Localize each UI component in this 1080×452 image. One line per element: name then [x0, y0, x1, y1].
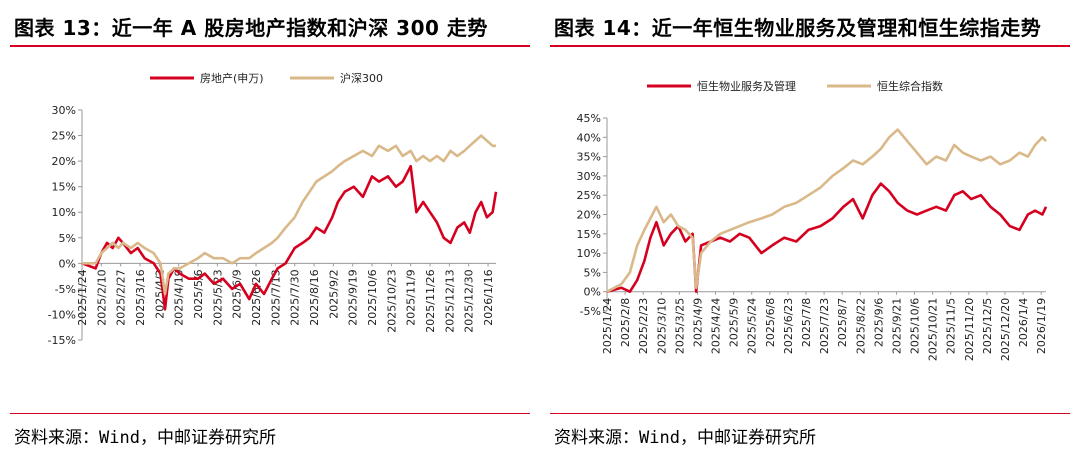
x-tick-label: 2025/2/8 [619, 298, 632, 347]
y-tick-label: 40% [577, 131, 601, 144]
x-tick-label: 2025/10/6 [909, 298, 922, 354]
x-tick-label: 2025/2/27 [115, 269, 128, 325]
legend-label: 沪深300 [340, 71, 383, 85]
x-tick-label: 2025/6/23 [782, 298, 795, 354]
figure-13-panel: 图表 13：近一年 A 股房地产指数和沪深 300 走势 -15% -10% -5%… [10, 16, 530, 448]
x-tick-label: 2025/8/22 [854, 298, 867, 354]
x-tick-label: 2025/6/26 [250, 269, 263, 325]
x-tick-label: 2025/3/10 [655, 298, 668, 354]
y-tick-label: 10% [52, 206, 76, 219]
y-tick-label: 5% [59, 232, 76, 245]
series-line-1 [81, 164, 498, 311]
x-tick-label: 2025/8/7 [836, 298, 849, 347]
x-tick-label: 2025/11/9 [405, 269, 418, 325]
y-tick-label: 30% [52, 104, 76, 117]
x-tick-label: 2026/1/19 [1035, 298, 1048, 354]
y-tick-label: 0% [584, 286, 601, 299]
x-tick-label: 2025/11/20 [963, 298, 976, 361]
x-tick-label: 2025/10/23 [385, 269, 398, 332]
x-tick-label: 2025/4/19 [173, 269, 186, 325]
y-tick-label: 25% [52, 130, 76, 143]
x-tick-label: 2025/8/16 [308, 269, 321, 325]
y-tick-label: 45% [577, 112, 601, 125]
y-tick-label: -10% [48, 308, 76, 321]
legend-label: 房地产(申万) [200, 71, 264, 85]
x-tick-label: 2025/7/13 [269, 269, 282, 325]
figure-13-source: 资料来源：Wind，中邮证券研究所 [14, 428, 276, 448]
x-tick-label: 2025/10/6 [366, 269, 379, 325]
x-tick-label: 2025/4/24 [710, 298, 723, 354]
x-tick-label: 2025/12/30 [463, 269, 476, 332]
x-tick-label: 2025/9/21 [890, 298, 903, 354]
figure-13-title: 图表 13：近一年 A 股房地产指数和沪深 300 走势 [14, 16, 488, 40]
x-tick-label: 2025/11/26 [424, 269, 437, 332]
x-tick-label: 2025/12/5 [981, 298, 994, 354]
y-tick-label: 15% [577, 228, 601, 241]
x-tick-label: 2025/7/30 [289, 269, 302, 325]
x-tick-label: 2025/6/9 [231, 269, 244, 318]
legend-label: 恒生物业服务及管理 [697, 79, 796, 93]
x-tick-label: 2025/9/6 [872, 298, 885, 347]
x-tick-label: 2026/1/4 [1017, 298, 1030, 347]
title-rule [550, 45, 1070, 47]
y-tick-label: -5% [55, 283, 76, 296]
x-tick-label: 2025/12/13 [443, 269, 456, 332]
source-rule [10, 413, 530, 414]
y-tick-label: 0% [59, 257, 76, 270]
x-tick-label: 2025/3/16 [134, 269, 147, 325]
x-tick-label: 2025/10/21 [927, 298, 940, 361]
x-tick-label: 2025/2/10 [95, 269, 108, 325]
y-tick-label: 30% [577, 170, 601, 183]
x-tick-label: 2025/1/24 [601, 298, 614, 354]
figure-14-title: 图表 14：近一年恒生物业服务及管理和恒生综指走势 [554, 16, 1042, 40]
y-tick-label: 5% [584, 266, 601, 279]
x-tick-label: 2025/5/9 [728, 298, 741, 347]
x-tick-label: 2025/9/2 [327, 269, 340, 318]
x-tick-label: 2025/5/6 [192, 269, 205, 318]
x-tick-label: 2026/1/16 [482, 269, 495, 325]
hs-property-vs-hs-composite-chart: -5% 0% 5% 10% 15% 20% 25% 30% 35% 40% 45% 2025/1/24… [577, 79, 1049, 361]
x-tick-label: 2025/7/8 [800, 298, 813, 347]
y-tick-label: 25% [577, 189, 601, 202]
x-tick-label: 2025/7/23 [818, 298, 831, 354]
x-tick-label: 2025/11/5 [945, 298, 958, 354]
y-tick-label: 35% [577, 151, 601, 164]
x-tick-label: 2025/4/9 [691, 298, 704, 347]
y-tick-label: -5% [580, 305, 601, 318]
y-tick-label: -15% [48, 334, 76, 347]
x-tick-label: 2025/1/24 [76, 269, 89, 325]
x-tick-label: 2025/5/24 [746, 298, 759, 354]
series-line-2 [606, 128, 1047, 293]
x-tick-label: 2025/9/19 [347, 269, 360, 325]
figure-14-panel: 图表 14：近一年恒生物业服务及管理和恒生综指走势 -5% 0% 5% 10% 15% 2… [540, 0, 1080, 452]
figure-14-source: 资料来源：Wind，中邮证券研究所 [554, 428, 816, 448]
title-rule [10, 45, 530, 47]
x-tick-label: 2025/12/20 [999, 298, 1012, 361]
y-tick-label: 10% [577, 247, 601, 260]
x-tick-label: 2025/2/23 [637, 298, 650, 354]
y-tick-label: 15% [52, 181, 76, 194]
y-tick-label: 20% [52, 155, 76, 168]
x-tick-label: 2025/6/8 [764, 298, 777, 347]
y-tick-label: 20% [577, 209, 601, 222]
real-estate-vs-csi300-chart: -15% -10% -5% 0% 5% 10% 15% 20% 25% 30% 2025/1/24 2… [48, 71, 498, 347]
legend-label: 恒生综合指数 [877, 79, 943, 93]
series-line-1 [606, 182, 1048, 293]
x-tick-label: 2025/3/25 [673, 298, 686, 354]
source-rule [550, 413, 1070, 414]
series-line-2 [82, 134, 496, 296]
